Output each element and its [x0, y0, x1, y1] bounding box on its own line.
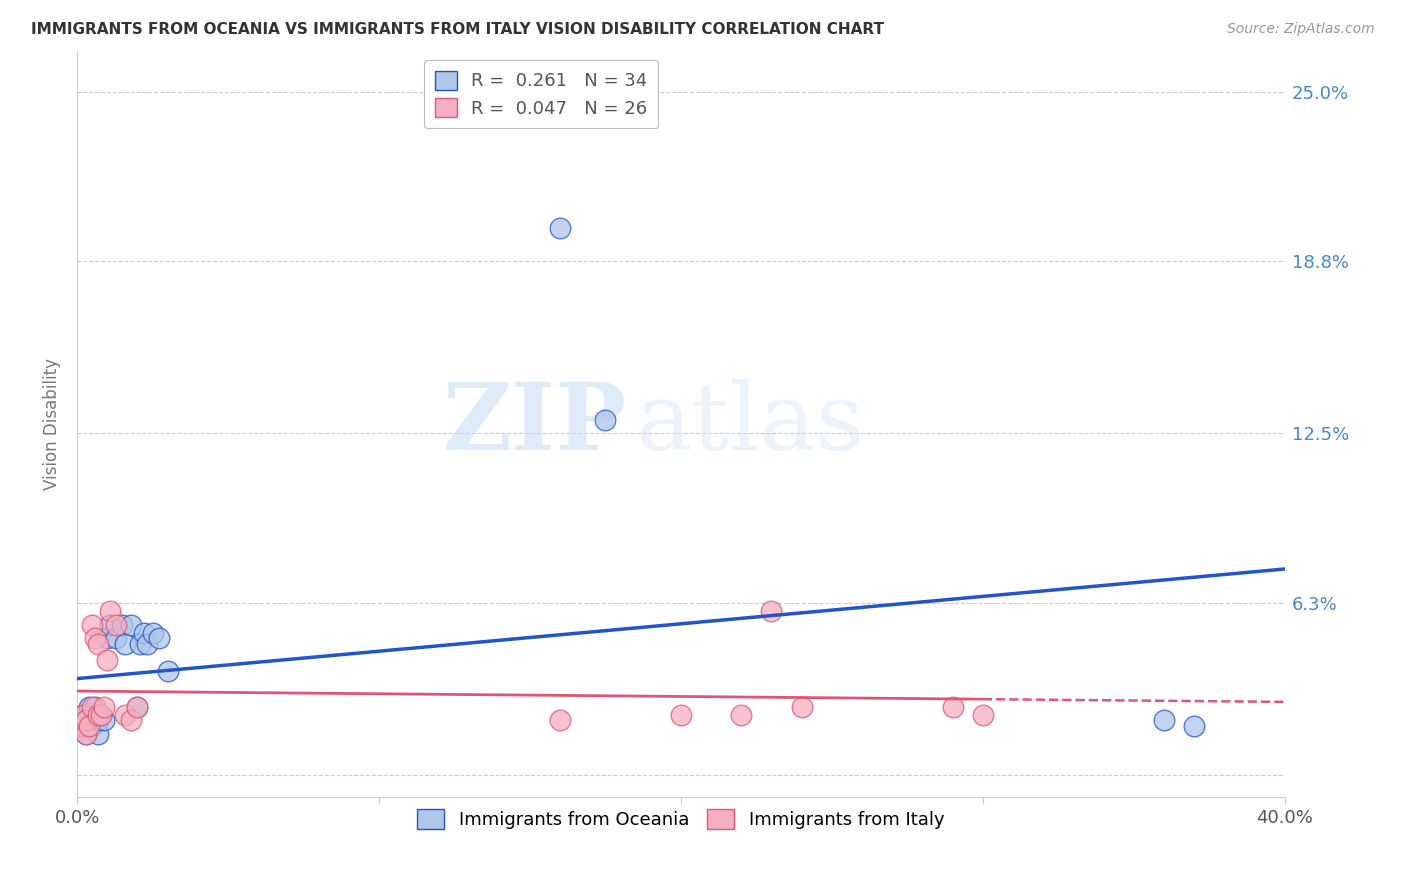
Point — [84, 707, 107, 722]
Point — [82, 719, 104, 733]
Point — [72, 713, 94, 727]
Point — [114, 637, 136, 651]
Point — [75, 713, 97, 727]
Point — [72, 707, 94, 722]
Point — [129, 637, 152, 651]
Point — [75, 719, 97, 733]
Point — [87, 637, 110, 651]
Text: ZIP: ZIP — [443, 379, 627, 468]
Point — [761, 604, 783, 618]
Point — [105, 617, 128, 632]
Point — [120, 713, 142, 727]
Point — [84, 632, 107, 646]
Text: R =  0.047: R = 0.047 — [457, 97, 554, 116]
Point — [941, 699, 963, 714]
Point — [77, 719, 100, 733]
Point — [148, 632, 170, 646]
Text: IMMIGRANTS FROM OCEANIA VS IMMIGRANTS FROM ITALY VISION DISABILITY CORRELATION C: IMMIGRANTS FROM OCEANIA VS IMMIGRANTS FR… — [31, 22, 884, 37]
Point — [96, 653, 118, 667]
Point — [90, 707, 112, 722]
Point — [82, 713, 104, 727]
Point — [82, 707, 104, 722]
Text: N = 26: N = 26 — [572, 97, 636, 116]
Point — [972, 707, 994, 722]
Point — [82, 617, 104, 632]
Point — [127, 699, 149, 714]
Point — [84, 699, 107, 714]
Point — [548, 713, 571, 727]
Point — [127, 699, 149, 714]
Point — [72, 719, 94, 733]
Text: R =  0.261: R = 0.261 — [457, 68, 554, 86]
Point — [669, 707, 692, 722]
Point — [96, 632, 118, 646]
Point — [75, 707, 97, 722]
Point — [82, 699, 104, 714]
Point — [93, 713, 115, 727]
Point — [93, 699, 115, 714]
Point — [135, 637, 157, 651]
Point — [595, 412, 617, 426]
Point — [98, 617, 121, 632]
Point — [132, 625, 155, 640]
Point — [87, 727, 110, 741]
Point — [69, 719, 91, 733]
Point — [120, 617, 142, 632]
Text: Source: ZipAtlas.com: Source: ZipAtlas.com — [1227, 22, 1375, 37]
Point — [75, 727, 97, 741]
Point — [75, 727, 97, 741]
Point — [111, 617, 134, 632]
Point — [77, 699, 100, 714]
Point — [1182, 719, 1205, 733]
Point — [87, 707, 110, 722]
Point — [730, 707, 752, 722]
Y-axis label: Vision Disability: Vision Disability — [44, 358, 60, 490]
Point — [790, 699, 813, 714]
Point — [156, 664, 179, 678]
Point — [87, 713, 110, 727]
Point — [114, 707, 136, 722]
Point — [98, 604, 121, 618]
Point — [72, 707, 94, 722]
Point — [548, 221, 571, 235]
Point — [1153, 713, 1175, 727]
Legend: Immigrants from Oceania, Immigrants from Italy: Immigrants from Oceania, Immigrants from… — [411, 802, 952, 837]
Point — [69, 713, 91, 727]
Point — [90, 707, 112, 722]
Text: atlas: atlas — [636, 379, 865, 468]
Point — [142, 625, 165, 640]
Point — [105, 632, 128, 646]
Point — [77, 713, 100, 727]
Text: N = 34: N = 34 — [572, 68, 636, 86]
